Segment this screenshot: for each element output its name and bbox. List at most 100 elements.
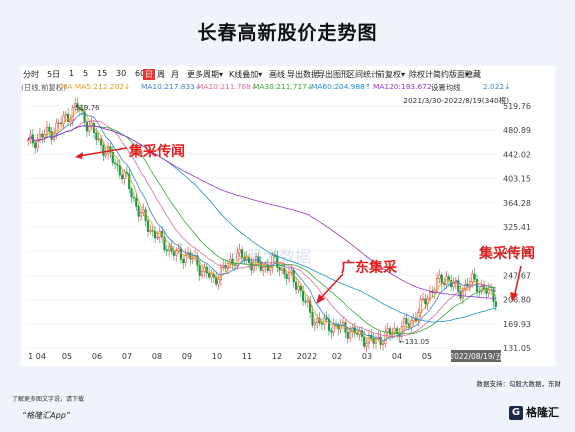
- candle-body: [381, 343, 385, 345]
- candle-body: [85, 121, 88, 132]
- annotation-arrow-1: [78, 147, 128, 157]
- toolbar-item-5[interactable]: 30: [116, 69, 127, 78]
- candle-body: [149, 230, 152, 232]
- candle-body: [384, 331, 387, 344]
- candle-body: [191, 257, 194, 260]
- candle-body: [233, 264, 237, 266]
- legend-item-6: MA120:183.672: [373, 82, 432, 91]
- legend-item-5: MA60:204.988↑: [311, 82, 372, 91]
- candle-body: [280, 267, 284, 271]
- y-tick-8: 208.80: [503, 296, 531, 305]
- candle-body: [332, 324, 335, 333]
- x-tick-11: 03: [362, 352, 372, 361]
- candle-body: [50, 131, 53, 140]
- toolbar-item-4[interactable]: 15: [97, 69, 108, 78]
- y-tick-6: 286.54: [503, 247, 531, 256]
- candle-body: [494, 301, 497, 308]
- candle-body: [231, 258, 234, 266]
- toolbar-item-1[interactable]: 5日: [47, 70, 61, 79]
- candle-body: [130, 188, 133, 198]
- candle-body: [215, 276, 218, 285]
- toolbar-item-18[interactable]: 简约版面▾: [433, 70, 470, 79]
- candle-body: [370, 334, 373, 339]
- toolbar-item-16[interactable]: 前复权▾: [377, 70, 406, 79]
- candle-body: [461, 290, 464, 299]
- candle-body: [201, 271, 204, 276]
- toolbar-item-12[interactable]: 画线: [269, 70, 285, 79]
- candle-body: [81, 109, 84, 112]
- candle-body: [67, 113, 70, 122]
- annotation-arrow-2: [318, 273, 344, 301]
- candle-body: [48, 126, 51, 132]
- candle-body: [172, 251, 175, 256]
- candlestick-chart[interactable]: 519.76 480.89 442.02 403.15 364.28 325.41 286.…: [21, 66, 555, 366]
- footer-note: 了解更多图文字说，请下载: [12, 396, 85, 403]
- candle-body: [88, 126, 91, 132]
- candle-body: [156, 237, 159, 239]
- x-tick-5: 09: [182, 352, 192, 361]
- candle-body: [492, 289, 495, 302]
- candle-body: [182, 258, 185, 263]
- low-label: ←131.05: [399, 338, 429, 346]
- toolbar-item-9[interactable]: 月: [171, 70, 179, 79]
- chart-panel: 分时 5日 1 5 15 30 60 日周月更多周期▾ K线叠加▾ 画线 导出数据 导出图形 区间统计前…: [21, 66, 555, 366]
- y-tick-4: 364.28: [503, 199, 531, 208]
- legend-item-7[interactable]: 设置均线: [431, 83, 461, 92]
- toolbar-item-0[interactable]: 分时: [23, 70, 39, 79]
- legend-item-8: 2.022↓: [483, 82, 511, 91]
- ma10-line: [27, 112, 497, 342]
- candle-body: [236, 252, 239, 266]
- toolbar-item-17[interactable]: 除权计: [409, 70, 433, 79]
- toolbar-item-15[interactable]: 区间统计: [347, 70, 379, 79]
- candle-body: [95, 132, 98, 140]
- candle-body: [163, 236, 166, 250]
- candle-body: [278, 267, 281, 271]
- annotation-arrow-3: [513, 265, 522, 299]
- candle-body: [57, 122, 60, 124]
- candle-body: [412, 317, 415, 321]
- candle-body: [238, 249, 241, 254]
- candle-body: [229, 258, 232, 264]
- annotation-1: 集采传闻: [128, 143, 185, 160]
- candle-body: [342, 322, 345, 326]
- toolbar-item-10[interactable]: 更多周期▾: [187, 70, 224, 79]
- y-tick-7: 247.67: [503, 271, 531, 280]
- candle-body: [459, 291, 462, 299]
- candle-body: [165, 249, 168, 252]
- candle-body: [123, 171, 126, 180]
- candle-body: [273, 255, 276, 257]
- toolbar-item-8[interactable]: 周: [157, 70, 165, 79]
- toolbar-item-14[interactable]: 导出图形: [317, 70, 349, 79]
- candle-body: [219, 267, 222, 281]
- candle-body: [464, 283, 467, 291]
- legend-item-4: MA30:211.717↓: [253, 82, 314, 91]
- brand-icon: G: [509, 406, 523, 420]
- toolbar-item-7[interactable]: 日: [143, 69, 155, 80]
- candle-body: [271, 255, 274, 268]
- x-tick-4: 08: [152, 352, 162, 361]
- candle-body: [217, 279, 220, 285]
- candle-body: [99, 138, 103, 146]
- candle-body: [114, 162, 117, 165]
- candle-body: [436, 278, 439, 291]
- legend-item-0: (日线,前复权): [21, 83, 67, 92]
- candle-body: [38, 133, 41, 140]
- candle-body: [210, 273, 213, 278]
- candle-body: [403, 318, 406, 327]
- toolbar-item-2[interactable]: 1: [69, 69, 75, 78]
- toolbar-item-3[interactable]: 5: [83, 69, 89, 78]
- y-tick-0: 519.76: [503, 102, 531, 111]
- candle-body: [102, 144, 105, 156]
- candle-body: [198, 265, 201, 276]
- ma20-line: [27, 120, 497, 338]
- y-tick-2: 442.02: [503, 150, 531, 159]
- toolbar-item-19[interactable]: 隐藏: [465, 70, 481, 79]
- toolbar-item-6[interactable]: 60: [135, 69, 146, 78]
- candle-body: [421, 298, 425, 300]
- candle-body: [146, 220, 150, 232]
- legend-item-3: MA20:211.788↓: [197, 82, 258, 91]
- candle-body: [473, 273, 476, 280]
- toolbar-item-11[interactable]: K线叠加▾: [229, 70, 263, 79]
- toolbar-item-13[interactable]: 导出数据: [287, 70, 319, 79]
- legend-item-1: MA MA5:212.282↓: [61, 82, 131, 91]
